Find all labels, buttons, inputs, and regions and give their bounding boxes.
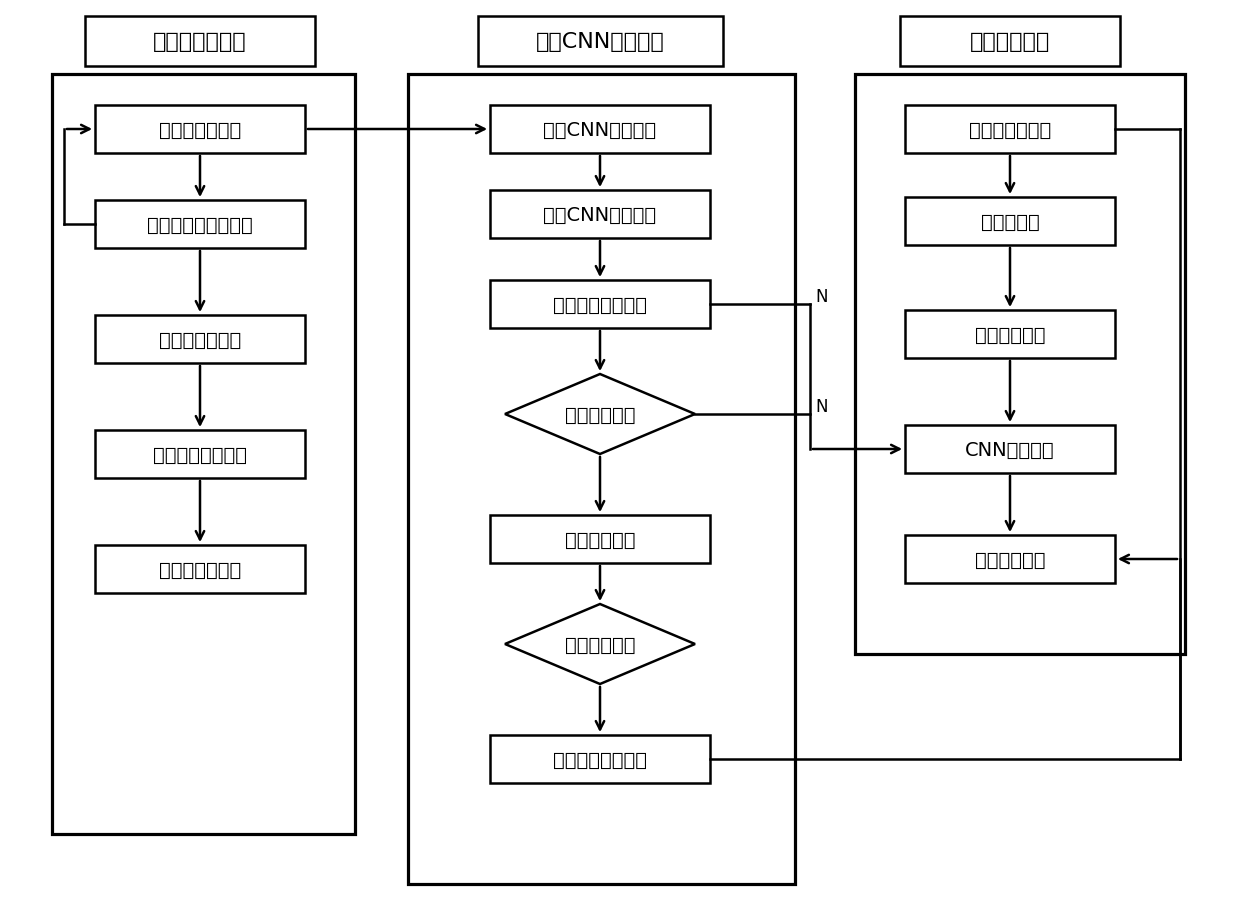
Bar <box>905 198 1115 245</box>
Polygon shape <box>505 605 694 685</box>
Bar <box>95 106 305 153</box>
Bar <box>86 17 315 67</box>
Bar <box>95 545 305 594</box>
Bar <box>900 17 1120 67</box>
Bar <box>905 311 1115 358</box>
Text: 图像预处理: 图像预处理 <box>981 212 1039 232</box>
Text: 获取检测结果: 获取检测结果 <box>975 550 1045 569</box>
Text: 模型是否满足: 模型是否满足 <box>564 635 635 653</box>
Text: 构建样本数据库: 构建样本数据库 <box>154 32 247 52</box>
Bar <box>490 280 711 329</box>
Bar <box>490 106 711 153</box>
Bar <box>905 106 1115 153</box>
Text: 分组训练生成模型: 分组训练生成模型 <box>553 295 647 314</box>
Bar <box>856 75 1185 654</box>
Text: N: N <box>816 288 828 306</box>
Text: 设计CNN神经网络: 设计CNN神经网络 <box>543 120 656 140</box>
Text: 危险物品检测: 危险物品检测 <box>970 32 1050 52</box>
Text: 优化CNN训练参数: 优化CNN训练参数 <box>543 205 656 224</box>
Text: 模型是否收敛: 模型是否收敛 <box>564 405 635 424</box>
Text: 裁剪危险品样本数据: 裁剪危险品样本数据 <box>148 215 253 234</box>
Text: 加入样本数据库: 加入样本数据库 <box>159 560 241 579</box>
Bar <box>490 191 711 239</box>
Bar <box>905 425 1115 473</box>
Bar <box>905 536 1115 584</box>
Bar <box>95 315 305 364</box>
Bar <box>477 17 723 67</box>
Bar <box>490 516 711 563</box>
Bar <box>95 430 305 479</box>
Text: N: N <box>816 398 828 415</box>
Text: CNN目标检测: CNN目标检测 <box>965 440 1055 459</box>
Bar <box>52 75 355 834</box>
Bar <box>95 200 305 249</box>
Text: 训练CNN神经网络: 训练CNN神经网络 <box>536 32 665 52</box>
Text: 测试训练模型: 测试训练模型 <box>564 530 635 549</box>
Text: 得到最优网络模型: 得到最优网络模型 <box>553 750 647 768</box>
Text: 拍摄太赫兹图像: 拍摄太赫兹图像 <box>159 120 241 140</box>
Bar <box>490 735 711 783</box>
Text: 人体区域定位: 人体区域定位 <box>975 325 1045 344</box>
Text: 获取太赫兹图像: 获取太赫兹图像 <box>968 120 1052 140</box>
Text: 样本图像归一化: 样本图像归一化 <box>159 330 241 349</box>
Text: 样本分组添加标签: 样本分组添加标签 <box>153 445 247 464</box>
Polygon shape <box>505 375 694 455</box>
Bar <box>408 75 795 884</box>
